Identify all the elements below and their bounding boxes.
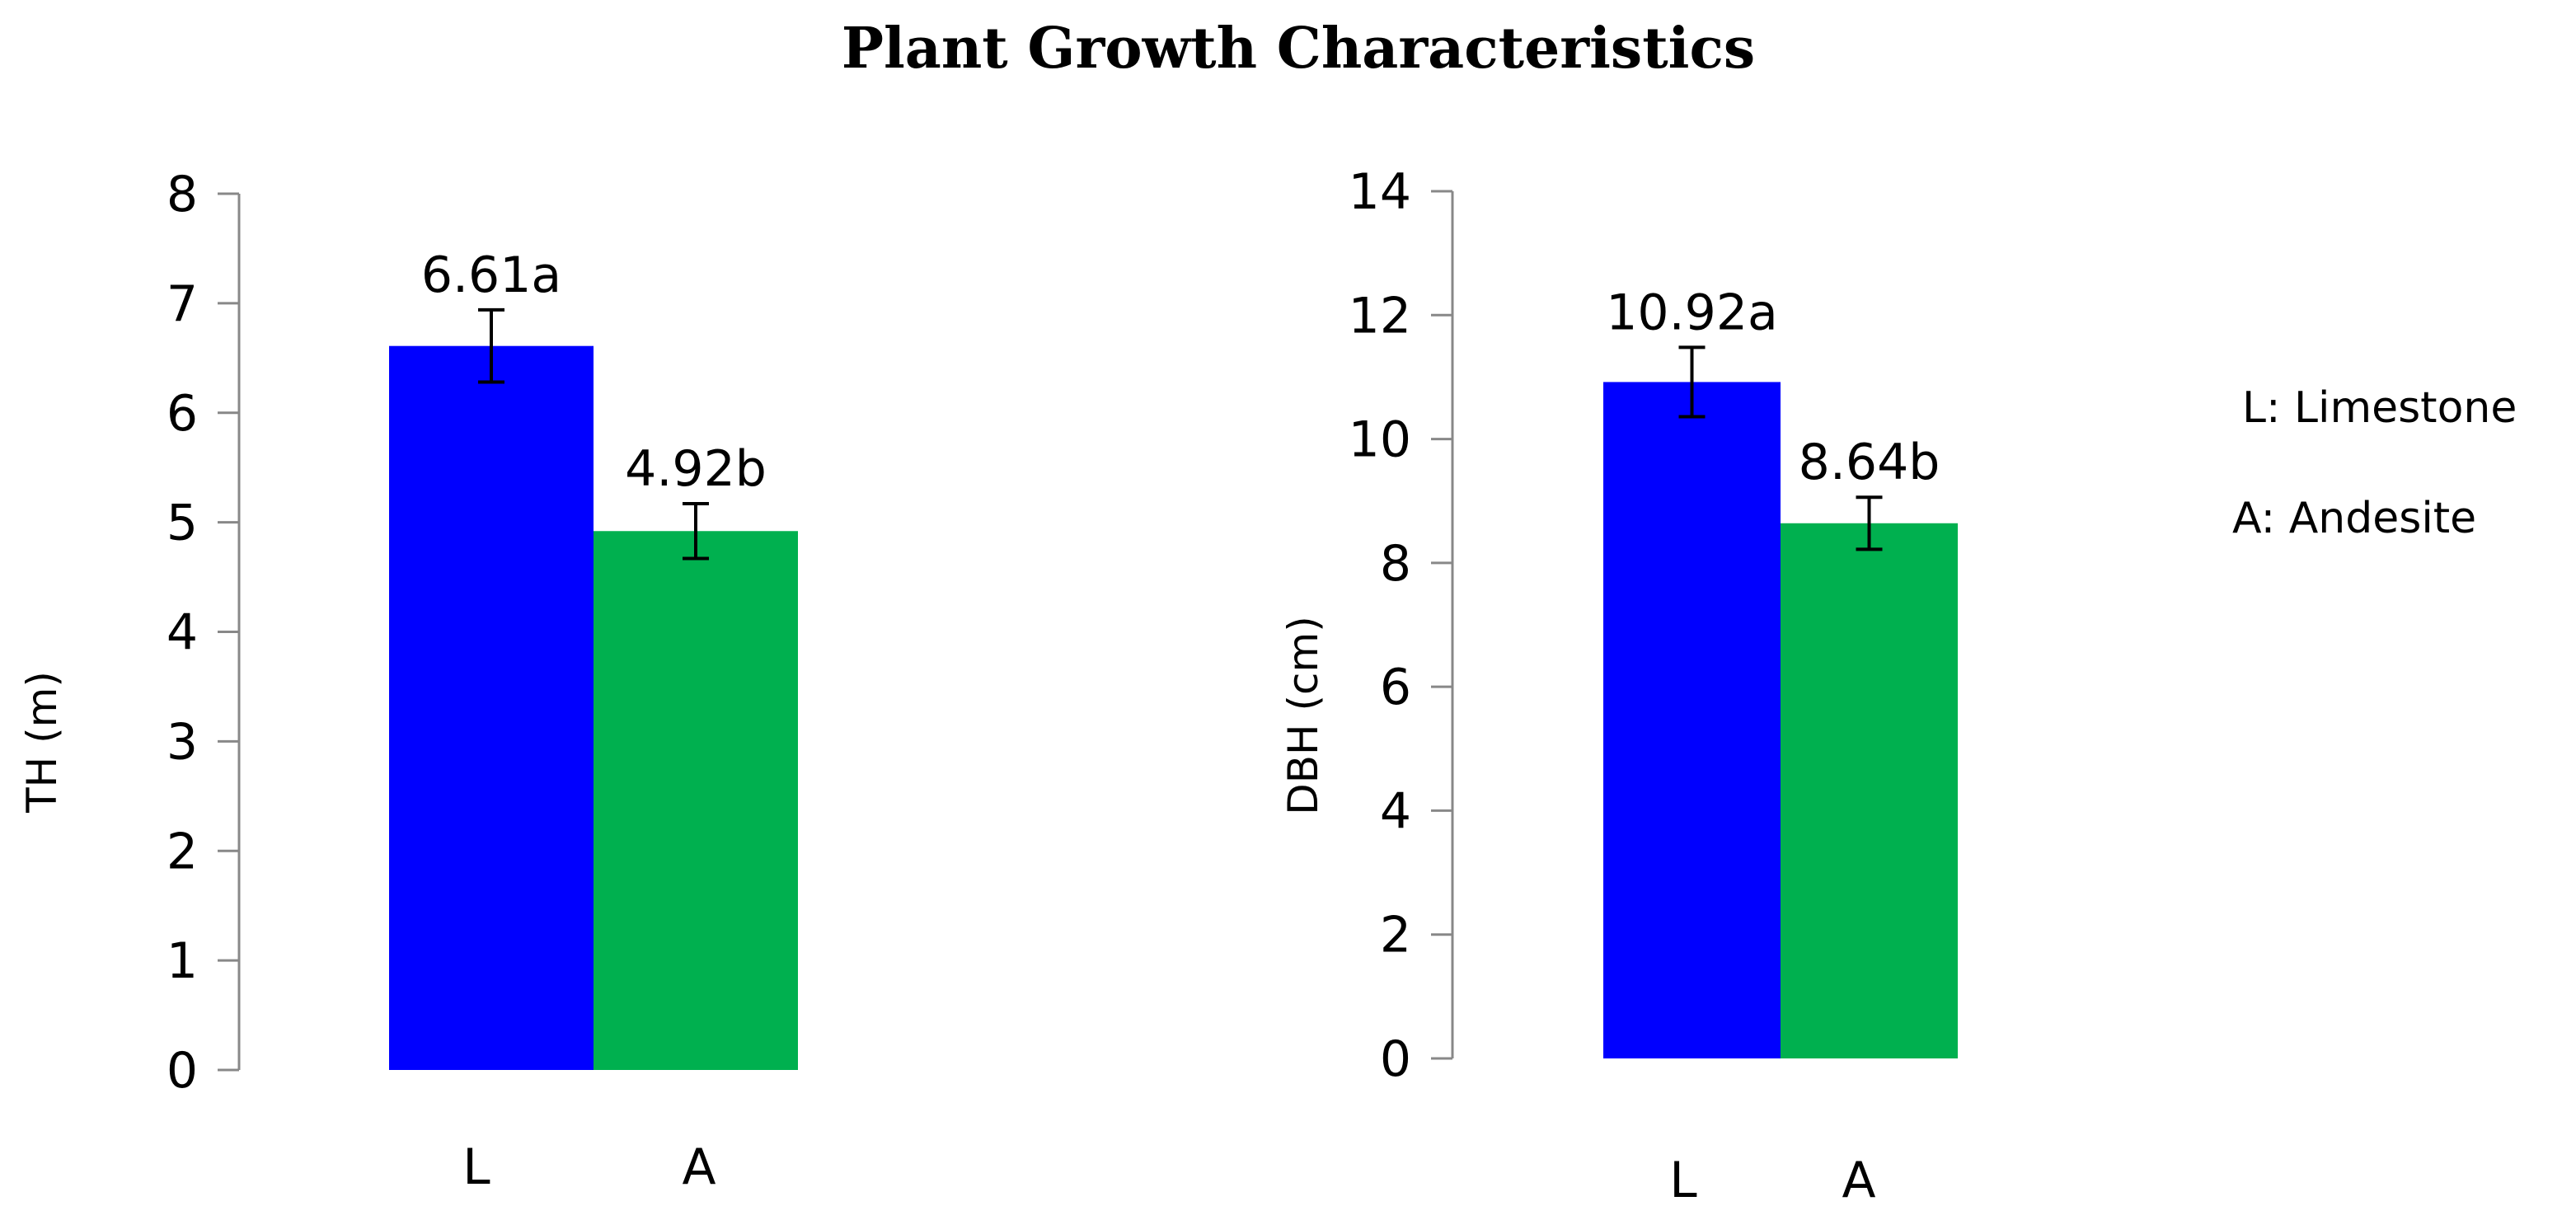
y-tick-label: 7: [167, 275, 198, 333]
y-tick-label: 3: [167, 713, 198, 771]
y-tick-label: 8: [1380, 535, 1411, 593]
y-tick-label: 2: [1380, 907, 1411, 964]
y-tick-label: 2: [167, 823, 198, 880]
y-tick-label: 6: [167, 385, 198, 443]
y-tick-label: 10: [1349, 411, 1411, 469]
legend-limestone: L: Limestone: [2242, 383, 2517, 433]
data-label: 8.64b: [1799, 434, 1940, 491]
y-axis-label: TH (m): [18, 671, 66, 814]
x-category-label: A: [1842, 1152, 1875, 1209]
data-label: 6.61a: [421, 246, 561, 304]
y-tick-label: 0: [1380, 1030, 1411, 1088]
chart-dbh: 0 2 4 6 8 10 12 14 DBH (cm) 10.92a L 8.64b A: [1279, 163, 1958, 1209]
y-tick-label: 14: [1349, 163, 1411, 221]
legend-andesite: A: Andesite: [2232, 494, 2476, 543]
bar-l: [1603, 382, 1781, 1058]
y-axis-label: DBH (cm): [1279, 616, 1327, 815]
bar-a: [1781, 523, 1958, 1058]
data-label: 10.92a: [1606, 284, 1778, 341]
y-tick-label: 4: [167, 604, 198, 662]
chart-th: 0 1 2 3 4 5 6 7 8 TH (m) 6.61a L 4.92b A: [18, 166, 798, 1196]
y-tick-label: 5: [167, 495, 198, 552]
y-tick-label: 1: [167, 932, 198, 990]
x-category-label: L: [462, 1138, 490, 1196]
data-label: 4.92b: [625, 440, 767, 498]
y-tick-label: 0: [167, 1042, 198, 1100]
x-category-label: L: [1669, 1152, 1697, 1209]
y-tick-label: 6: [1380, 659, 1411, 716]
figure-title: Plant Growth Characteristics: [842, 16, 1755, 82]
y-tick-label: 12: [1349, 287, 1411, 345]
bar-l: [389, 345, 594, 1070]
y-tick-label: 4: [1380, 782, 1411, 840]
x-category-label: A: [682, 1138, 716, 1196]
y-tick-label: 8: [167, 166, 198, 223]
bar-a: [594, 531, 798, 1070]
